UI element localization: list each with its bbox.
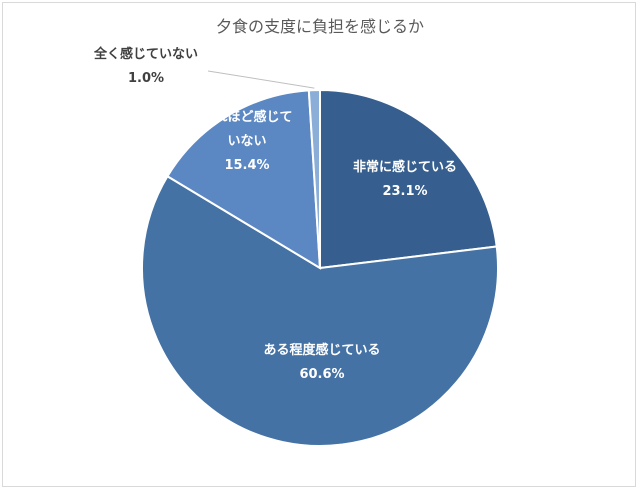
- pie-category-label-2: ある程度感じている: [263, 342, 380, 358]
- pie-category-label-3: いない: [227, 134, 266, 149]
- pie-slice-3: [166, 89, 322, 270]
- pie-value-label-4: 1.0%: [128, 71, 164, 86]
- pie-slices: [141, 88, 499, 447]
- pie-slice-4: [307, 88, 321, 269]
- leader-line: [207, 70, 315, 89]
- pie-category-label-4: 全く感じていない: [93, 46, 198, 62]
- pie-slice-2: [141, 174, 499, 447]
- pie-category-label-3: それほど感じて: [201, 109, 292, 125]
- pie-value-label-3: 15.4%: [224, 158, 269, 173]
- chart-title: 夕食の支度に負担を感じるか: [216, 17, 424, 36]
- pie-value-label-2: 60.6%: [299, 367, 344, 382]
- pie-slice-1: [319, 88, 498, 270]
- pie-category-label-1: 非常に感じている: [353, 159, 457, 175]
- pie-value-label-1: 23.1%: [382, 184, 427, 199]
